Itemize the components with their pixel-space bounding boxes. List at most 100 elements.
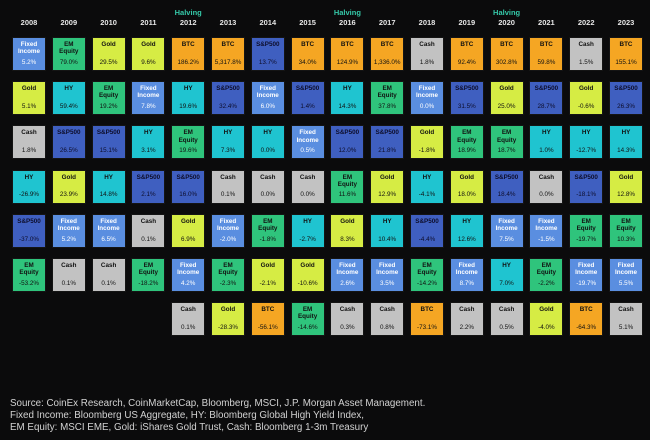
return-value: 0.1% bbox=[101, 279, 116, 287]
return-cell-2022-cash: Cash 1.5% bbox=[569, 37, 604, 71]
return-cell-2009-gold: Gold 23.9% bbox=[51, 169, 86, 204]
year-header-2017: 2017 bbox=[378, 18, 396, 27]
asset-label: Gold bbox=[181, 217, 196, 225]
return-cell-2020-s-p500: S&P500 18.4% bbox=[489, 169, 524, 204]
asset-label: Fixed Income bbox=[376, 262, 399, 277]
return-value: -28.3% bbox=[218, 323, 238, 331]
asset-label: Gold bbox=[459, 173, 474, 181]
return-cell-2023-hy: HY 14.3% bbox=[609, 125, 643, 160]
return-value: 0.0% bbox=[539, 191, 554, 199]
return-value: 4.2% bbox=[181, 279, 196, 287]
asset-label: S&P500 bbox=[415, 217, 439, 225]
return-cell-2014-em-equity: EM Equity -1.8% bbox=[250, 213, 285, 248]
return-cell-2015-cash: Cash 0.0% bbox=[290, 169, 325, 204]
return-cell-2014-s-p500: S&P500 13.7% bbox=[250, 37, 285, 71]
asset-label: HY bbox=[502, 262, 511, 269]
return-cell-2019-em-equity: EM Equity 18.9% bbox=[449, 125, 484, 160]
return-cell-2014-gold: Gold -2.1% bbox=[250, 258, 285, 292]
return-value: -1.8% bbox=[259, 235, 277, 243]
return-value: 0.5% bbox=[300, 147, 315, 155]
halving-label-2020: Halving bbox=[493, 8, 521, 17]
return-cell-2012-cash: Cash 0.1% bbox=[171, 302, 206, 337]
return-value: 31.5% bbox=[457, 102, 476, 110]
return-cell-2008-cash: Cash 1.8% bbox=[12, 125, 46, 160]
asset-label: S&P500 bbox=[574, 173, 598, 181]
return-cell-2016-btc: BTC 124.9% bbox=[330, 37, 365, 71]
asset-label: BTC bbox=[380, 41, 394, 48]
asset-label: S&P500 bbox=[494, 173, 519, 181]
return-value: 37.8% bbox=[378, 102, 397, 110]
return-cell-2012-s-p500: S&P500 16.0% bbox=[171, 169, 206, 204]
return-cell-2014-cash: Cash 0.0% bbox=[250, 169, 285, 204]
return-cell-2018-s-p500: S&P500 -4.4% bbox=[410, 213, 444, 248]
asset-label: Cash bbox=[618, 306, 634, 314]
return-cell-2013-em-equity: EM Equity -2.3% bbox=[211, 258, 245, 292]
return-cell-2015-em-equity: EM Equity -14.6% bbox=[290, 302, 325, 337]
return-cell-2012-fixed-income: Fixed Income 4.2% bbox=[171, 258, 206, 292]
return-value: 2.2% bbox=[459, 323, 474, 331]
asset-label: S&P500 bbox=[614, 85, 638, 93]
year-header-2018: 2018 bbox=[418, 18, 436, 27]
return-value: 10.3% bbox=[617, 235, 635, 243]
asset-label: Cash bbox=[379, 306, 395, 314]
return-cell-2011-hy: HY 3.1% bbox=[131, 125, 166, 160]
return-cell-2009-fixed-income: Fixed Income 5.2% bbox=[51, 213, 86, 248]
return-value: 19.6% bbox=[179, 102, 198, 110]
return-cell-2023-fixed-income: Fixed Income 5.5% bbox=[609, 258, 643, 292]
return-cell-2013-hy: HY 7.3% bbox=[211, 125, 245, 160]
return-value: 0.8% bbox=[380, 323, 395, 331]
return-value: 7.5% bbox=[499, 235, 514, 243]
return-value: -12.7% bbox=[576, 147, 597, 155]
asset-label: EM Equity bbox=[178, 129, 198, 144]
return-cell-2022-gold: Gold -0.6% bbox=[569, 81, 604, 116]
asset-label: BTC bbox=[261, 306, 275, 314]
asset-label: Cash bbox=[578, 41, 594, 48]
year-header-2009: 2009 bbox=[60, 18, 78, 27]
halving-label-2016: Halving bbox=[333, 8, 361, 17]
return-cell-2019-fixed-income: Fixed Income 8.7% bbox=[449, 258, 484, 292]
asset-label: S&P500 bbox=[176, 173, 200, 181]
return-cell-2008-hy: HY -26.9% bbox=[12, 169, 46, 204]
return-cell-2017-fixed-income: Fixed Income 3.5% bbox=[370, 258, 405, 292]
asset-label: S&P500 bbox=[534, 85, 559, 93]
return-cell-2016-cash: Cash 0.3% bbox=[330, 302, 365, 337]
return-value: 0.1% bbox=[220, 191, 236, 199]
asset-label: HY bbox=[621, 129, 631, 137]
asset-label: BTC bbox=[500, 41, 514, 48]
return-value: 0.1% bbox=[141, 235, 156, 243]
return-value: -73.1% bbox=[417, 323, 437, 331]
return-cell-2017-btc: BTC 1,336.0% bbox=[370, 37, 405, 71]
return-value: -37.0% bbox=[19, 235, 39, 243]
asset-label: BTC bbox=[539, 41, 553, 48]
return-cell-2023-btc: BTC 155.1% bbox=[609, 37, 643, 71]
return-value: -56.1% bbox=[257, 323, 278, 331]
halving-label-2012: Halving bbox=[174, 8, 202, 17]
return-cell-2017-cash: Cash 0.8% bbox=[370, 302, 405, 337]
return-cell-2022-hy: HY -12.7% bbox=[569, 125, 604, 160]
return-value: 9.6% bbox=[141, 58, 156, 66]
return-value: 1.4% bbox=[300, 102, 315, 110]
return-value: 12.9% bbox=[378, 191, 397, 199]
asset-label: Cash bbox=[299, 173, 316, 181]
asset-label: Gold bbox=[260, 262, 275, 269]
return-value: 7.3% bbox=[220, 147, 236, 155]
asset-label: Fixed Income bbox=[177, 262, 200, 277]
return-value: 18.4% bbox=[497, 191, 516, 199]
return-cell-2016-s-p500: S&P500 12.0% bbox=[330, 125, 365, 160]
asset-label: S&P500 bbox=[136, 173, 161, 181]
return-cell-2008-em-equity: EM Equity -53.2% bbox=[12, 258, 46, 292]
asset-label: Fixed Income bbox=[455, 262, 478, 277]
asset-label: Gold bbox=[419, 129, 435, 137]
return-cell-2012-em-equity: EM Equity 19.6% bbox=[171, 125, 206, 160]
asset-label: Gold bbox=[300, 262, 315, 269]
asset-label: Fixed Income bbox=[495, 217, 518, 232]
returns-quilt-chart: 2008 Fixed Income 5.2% Gold 5.1% Cash 1.8% HY -2… bbox=[12, 8, 643, 337]
return-cell-2015-btc: BTC 34.0% bbox=[290, 37, 325, 71]
return-value: 59.4% bbox=[59, 102, 78, 110]
year-header-2014: 2014 bbox=[259, 18, 277, 27]
asset-label: Cash bbox=[339, 306, 356, 314]
asset-label: S&P500 bbox=[96, 129, 121, 137]
return-cell-2013-s-p500: S&P500 32.4% bbox=[211, 81, 245, 116]
asset-label: HY bbox=[24, 173, 34, 181]
return-value: -14.2% bbox=[417, 279, 437, 287]
